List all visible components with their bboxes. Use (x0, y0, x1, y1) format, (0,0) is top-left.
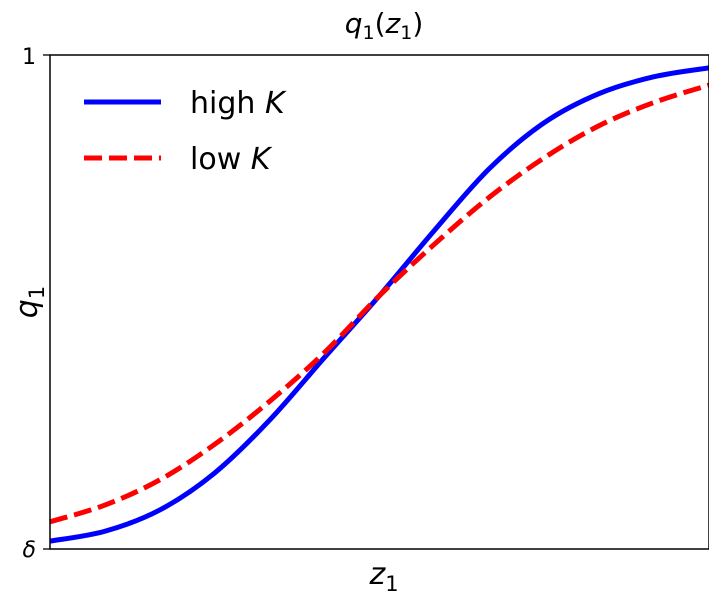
ylabel-sub: 1 (25, 286, 49, 299)
x-axis-label: z1 (368, 557, 398, 594)
title-arg-base: z (385, 7, 402, 40)
y-tick-label-bottom: δ (23, 538, 36, 563)
legend: high K low K (84, 86, 287, 177)
xlabel-sub: 1 (385, 572, 398, 594)
chart-title: q1(z1) (345, 7, 424, 44)
title-sub: 1 (363, 22, 375, 44)
y-axis-label: q1 (10, 286, 49, 318)
title-arg-sub: 1 (400, 22, 412, 44)
plot-frame (49, 54, 709, 550)
series-layer (49, 65, 709, 544)
ylabel-base: q (10, 299, 45, 318)
legend-label-high-k: high K (190, 86, 287, 121)
series-line-high-k (49, 65, 709, 544)
y-tick-label-top: 1 (22, 45, 36, 70)
legend-label-low-k: low K (190, 142, 273, 177)
xlabel-base: z (368, 557, 386, 592)
series-line-low-k (49, 82, 709, 525)
title-base: q (345, 7, 363, 40)
